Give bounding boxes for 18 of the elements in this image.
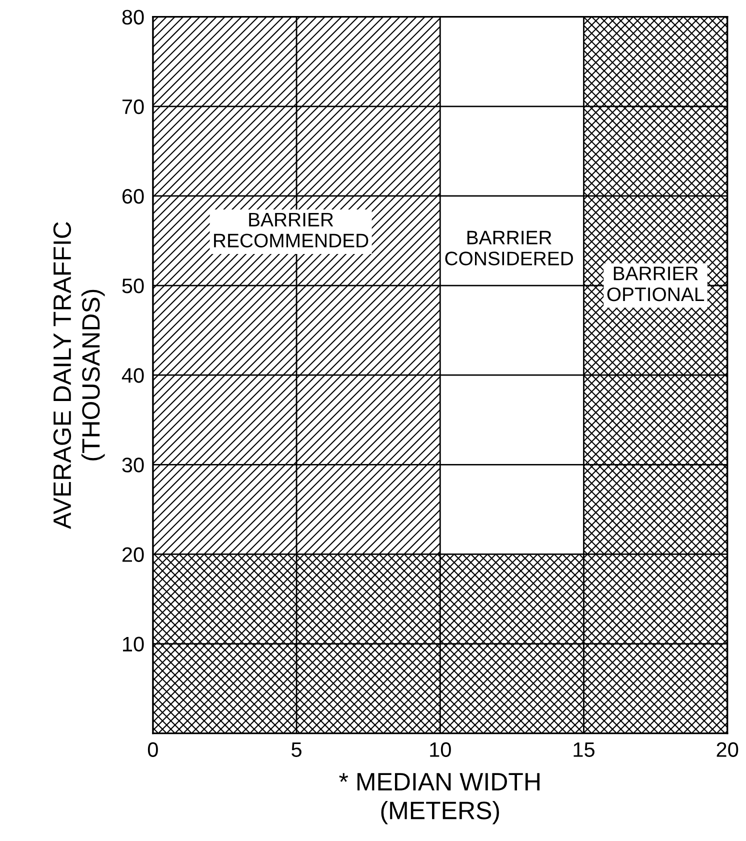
y-tick-label: 30 xyxy=(122,458,144,472)
x-tick-label: 5 xyxy=(292,742,302,757)
x-tick-label: 20 xyxy=(716,742,738,757)
x-tick-label: 10 xyxy=(430,742,451,757)
y-tick-label: 20 xyxy=(122,547,144,562)
annotation: BARRIER OPTIONAL xyxy=(607,266,704,302)
y-tick-label: 80 xyxy=(122,10,144,25)
y-tick-label: 40 xyxy=(122,368,144,383)
x-tick-label: 0 xyxy=(148,742,158,757)
annotation: BARRIER CONSIDERED xyxy=(445,230,573,266)
x-axis-title: * MEDIAN WIDTH (METERS) xyxy=(339,773,540,824)
annotation: BARRIER RECOMMENDED xyxy=(214,212,368,248)
y-tick-label: 10 xyxy=(123,636,144,652)
y-tick-label: 70 xyxy=(122,99,144,114)
x-tick-label: 15 xyxy=(574,742,594,757)
y-tick-label: 60 xyxy=(122,188,144,204)
y-axis-title: AVERAGE DAILY TRAFFIC (THOUSANDS) xyxy=(53,222,105,530)
y-tick-label: 50 xyxy=(122,278,144,294)
